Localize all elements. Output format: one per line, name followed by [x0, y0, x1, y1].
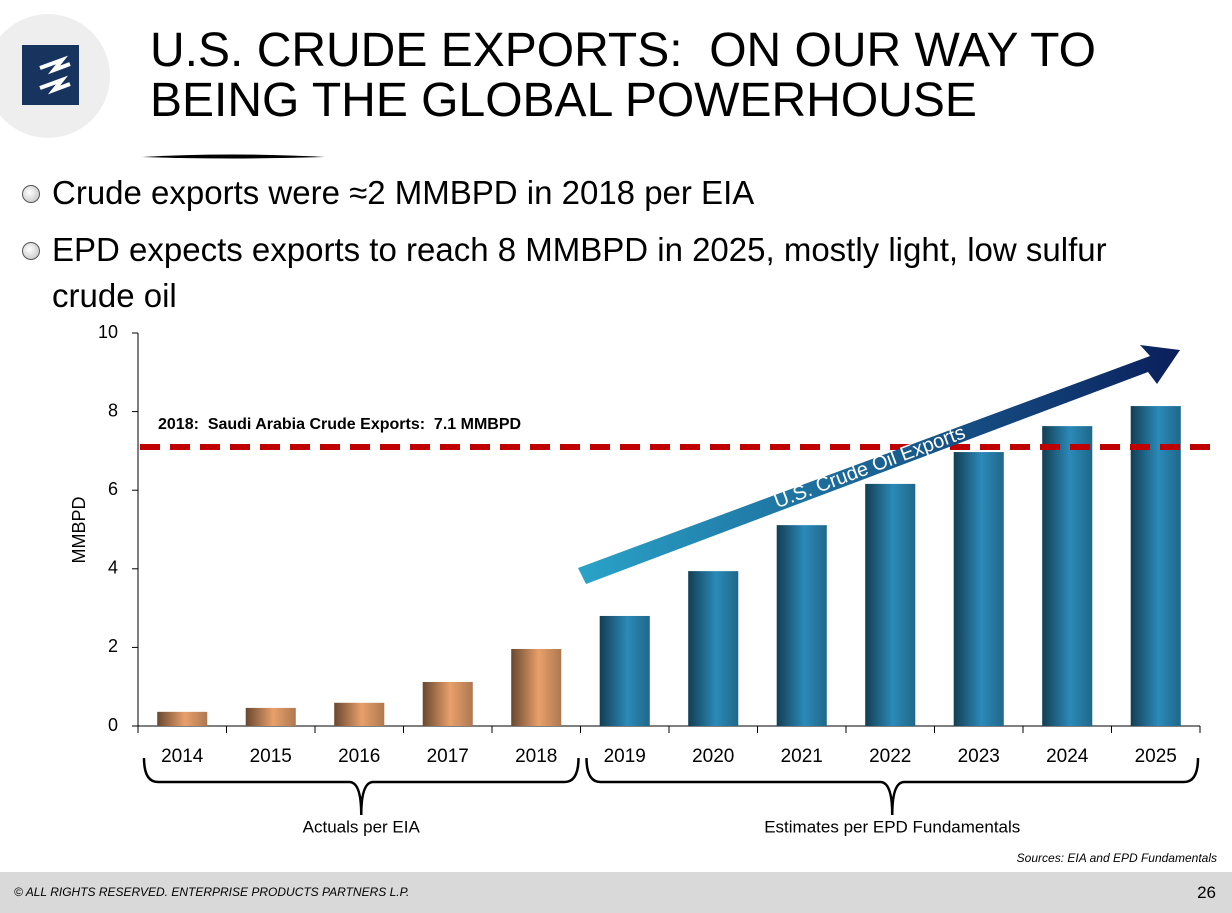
bullet: Crude exports were ≈2 MMBPD in 2018 per … [52, 174, 755, 211]
x-tick-label: 2018 [515, 746, 557, 767]
x-tick-label: 2024 [1046, 746, 1089, 767]
bar-shade [953, 452, 1004, 726]
x-tick-label: 2020 [692, 746, 734, 767]
y-tick-label: 0 [108, 715, 118, 735]
bar-shade [511, 648, 562, 726]
bar-shade [157, 711, 208, 726]
x-tick-label: 2023 [958, 746, 1000, 767]
y-tick-label: 8 [108, 400, 118, 420]
title-line: BEING THE GLOBAL POWERHOUSE [150, 74, 977, 127]
title-line: U.S. CRUDE EXPORTS: ON OUR WAY TO [150, 24, 1096, 77]
reference-label: 2018: Saudi Arabia Crude Exports: 7.1 MM… [158, 416, 521, 433]
group-bracket [142, 757, 580, 816]
bar-shade [688, 571, 739, 726]
x-tick-label: 2019 [604, 746, 646, 767]
footer-band [0, 872, 1232, 913]
group-label: Actuals per EIA [303, 817, 421, 836]
x-tick-label: 2016 [338, 746, 380, 767]
group-bracket [585, 757, 1200, 816]
bar-shade [865, 483, 916, 726]
bullet-dot [22, 242, 40, 260]
source: Sources: EIA and EPD Fundamentals [1017, 851, 1217, 865]
bar-shade [1042, 426, 1093, 726]
x-tick-label: 2025 [1135, 746, 1177, 767]
x-tick-label: 2014 [161, 746, 204, 767]
x-tick-label: 2022 [869, 746, 911, 767]
y-tick-label: 6 [108, 479, 118, 499]
page-number: 26 [1197, 883, 1216, 902]
footer: © ALL RIGHTS RESERVED. ENTERPRISE PRODUC… [14, 885, 409, 899]
y-tick-label: 2 [108, 636, 118, 656]
x-tick-label: 2015 [250, 746, 292, 767]
bar-shade [599, 615, 650, 726]
x-tick-label: 2021 [781, 746, 823, 767]
logo [22, 45, 79, 105]
y-tick-label: 10 [98, 322, 118, 342]
bar-shade [1130, 406, 1181, 726]
title-underline [142, 154, 325, 159]
group-label: Estimates per EPD Fundamentals [764, 817, 1020, 836]
y-axis-label: MMBPD [69, 497, 89, 564]
logo-mark [39, 55, 71, 95]
bar-shade [422, 681, 473, 726]
trend-arrow [578, 345, 1180, 584]
bullet-dot [22, 185, 40, 203]
bar-shade [334, 702, 385, 726]
x-tick-label: 2017 [427, 746, 469, 767]
bullet: EPD expects exports to reach 8 MMBPD in … [52, 231, 1107, 314]
y-tick-label: 4 [108, 558, 118, 578]
bar-shade [776, 525, 827, 726]
bar-shade [245, 707, 296, 726]
